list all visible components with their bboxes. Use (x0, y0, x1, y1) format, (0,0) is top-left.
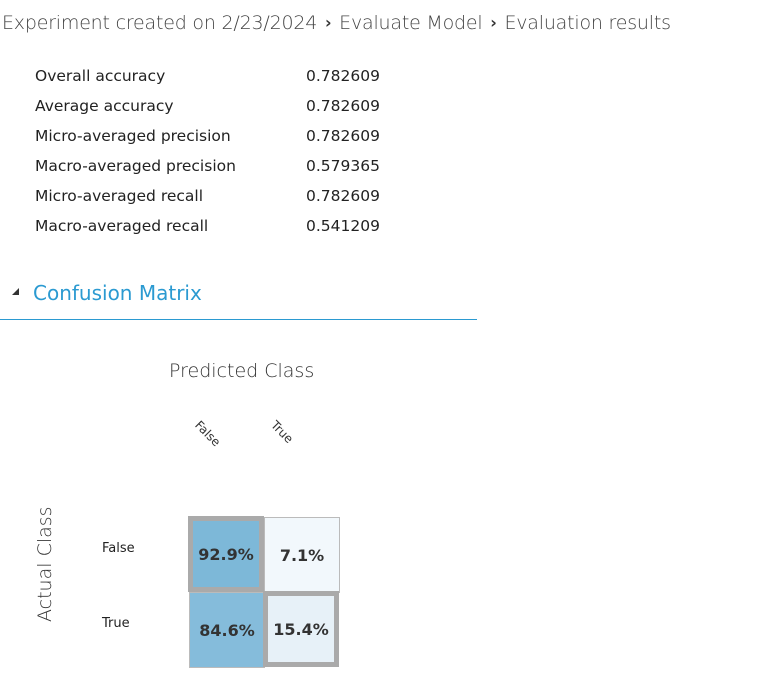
chevron-right-icon: › (490, 12, 497, 32)
matrix-cell-true-true: 15.4% (263, 591, 339, 667)
metric-label: Macro-averaged precision (35, 157, 236, 175)
matrix-cell-false-false: 92.9% (188, 516, 264, 592)
matrix-cell-false-true: 7.1% (264, 517, 340, 593)
column-label-true: True (268, 418, 297, 446)
matrix-cell-true-false: 84.6% (189, 592, 265, 668)
predicted-class-title: Predicted Class (169, 360, 315, 382)
breadcrumb-experiment[interactable]: Experiment created on 2/23/2024 (2, 12, 318, 34)
metric-row: Overall accuracy 0.782609 (35, 63, 455, 93)
section-title: Confusion Matrix (33, 281, 202, 305)
row-label-false: False (102, 541, 135, 556)
metric-value: 0.782609 (306, 187, 380, 205)
confusion-matrix-section-header[interactable]: Confusion Matrix (0, 279, 477, 320)
breadcrumb-evaluation-results: Evaluation results (504, 12, 671, 34)
actual-class-title: Actual Class (34, 506, 56, 622)
collapse-triangle-icon[interactable] (12, 288, 19, 295)
metric-row: Macro-averaged recall 0.541209 (35, 213, 455, 243)
metric-value: 0.782609 (306, 97, 380, 115)
row-label-true: True (102, 616, 130, 631)
metric-label: Micro-averaged recall (35, 187, 204, 205)
metric-value: 0.579365 (306, 157, 380, 175)
metric-row: Micro-averaged recall 0.782609 (35, 183, 455, 213)
metric-value: 0.782609 (306, 67, 380, 85)
metric-label: Average accuracy (35, 97, 174, 115)
metric-value: 0.782609 (306, 127, 380, 145)
metric-label: Macro-averaged recall (35, 217, 209, 235)
breadcrumb: Experiment created on 2/23/2024 › Evalua… (2, 9, 671, 37)
metric-row: Average accuracy 0.782609 (35, 93, 455, 123)
column-label-false: False (192, 418, 224, 450)
breadcrumb-evaluate-model[interactable]: Evaluate Model (339, 12, 483, 34)
chevron-right-icon: › (324, 12, 332, 32)
metric-label: Overall accuracy (35, 67, 166, 85)
metric-label: Micro-averaged precision (35, 127, 231, 145)
metric-row: Macro-averaged precision 0.579365 (35, 153, 455, 183)
metric-value: 0.541209 (306, 217, 380, 235)
metrics-table: Overall accuracy 0.782609 Average accura… (35, 63, 455, 243)
metric-row: Micro-averaged precision 0.782609 (35, 123, 455, 153)
